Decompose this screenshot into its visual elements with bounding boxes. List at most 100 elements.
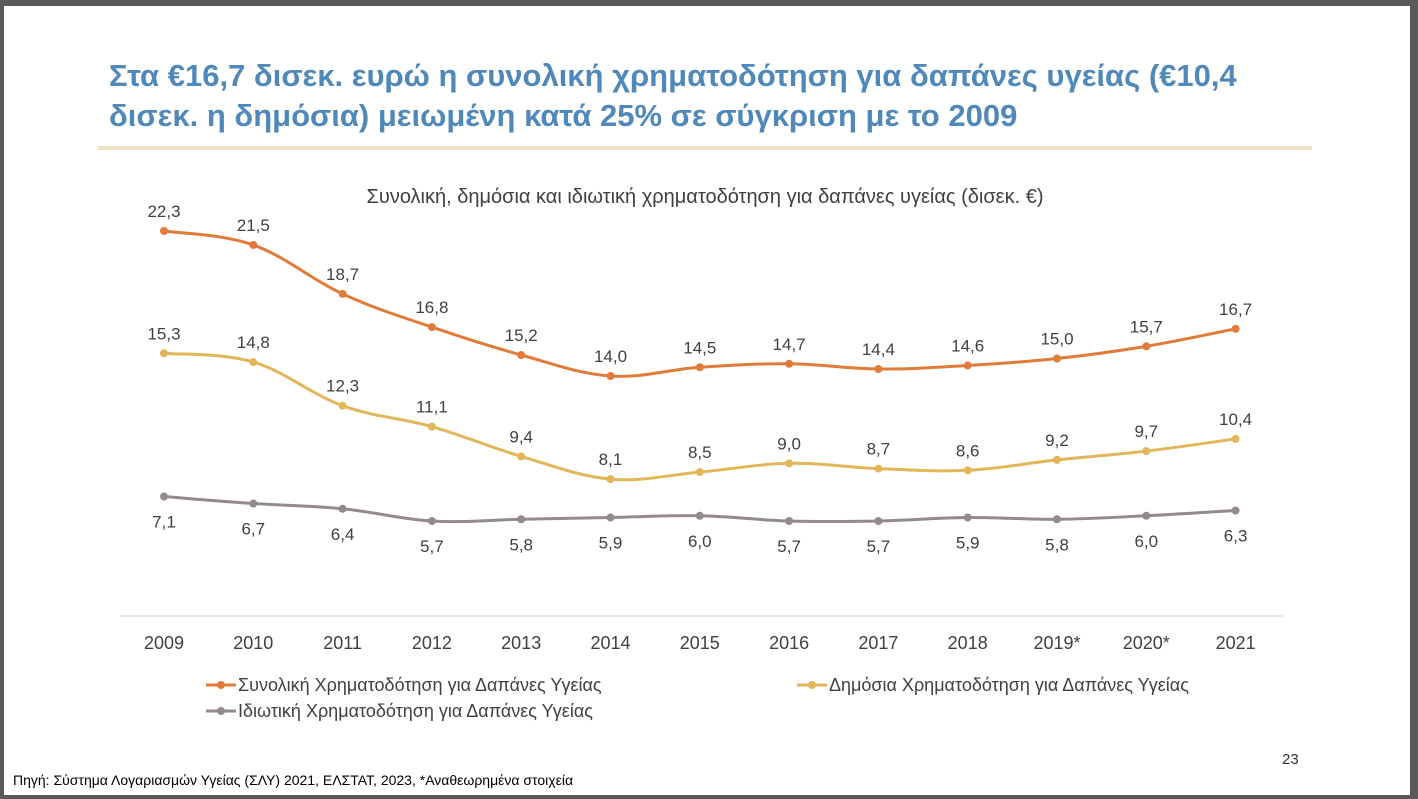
series-3: 7,1 6,7 6,4 5,7 5,8 5,9 6,0 5,7 5,7 5,9 5,8 6,0 6,3: [152, 492, 1248, 556]
series-1-point-2019: [1053, 354, 1061, 363]
series-1-point-2018: [963, 361, 972, 370]
series-1-data-label: 16,8: [415, 298, 448, 317]
series-1-data-label: 14,4: [862, 340, 895, 359]
line-chart: Συνολική, δημόσια και ιδιωτική χρηματοδό…: [120, 186, 1283, 721]
series-2-data-label: 9,4: [509, 427, 533, 446]
x-tick-label: 2015: [680, 633, 720, 653]
series-2-data-label: 10,4: [1219, 410, 1252, 429]
series-2-data-label: 14,8: [237, 333, 270, 352]
x-tick-label: 2013: [501, 633, 541, 653]
series-3-point-2020: [1142, 511, 1151, 520]
x-tick-label: 2018: [948, 633, 988, 653]
series-2-point-2020: [1142, 447, 1151, 456]
series-3-point-2010: [249, 499, 258, 508]
series-2-point-2009: [160, 349, 168, 358]
series-2-point-2010: [249, 358, 258, 367]
series-2-point-2016: [785, 459, 794, 468]
series-3-point-2012: [427, 517, 436, 525]
series-1-point-2012: [427, 323, 436, 332]
series-1-data-label: 21,5: [237, 216, 270, 235]
series-2-data-label: 9,0: [777, 434, 801, 453]
series-3-point-2015: [695, 511, 704, 520]
series-2-point-2014: [606, 475, 615, 484]
series-2-data-label: 9,2: [1045, 431, 1069, 450]
series-1-data-label: 18,7: [326, 265, 359, 284]
series-1-data-label: 14,7: [773, 335, 806, 354]
series-3-point-2019: [1053, 515, 1061, 524]
series-1-point-2016: [785, 359, 794, 368]
series-1-data-label: 15,7: [1130, 317, 1163, 336]
series-2: 15,3 14,8 12,3 11,1 9,4 8,1 8,5 9,0 8,7 8,6 9,2 9,7…: [147, 324, 1252, 484]
headline-divider: [98, 146, 1312, 150]
slide-headline: Στα €16,7 δισεκ. ευρώ η συνολική χρηματο…: [109, 58, 1237, 133]
series-1-point-2015: [695, 363, 704, 372]
series-3-point-2009: [160, 492, 168, 501]
series-3-point-2021: [1231, 506, 1240, 515]
chart-title: Συνολική, δημόσια και ιδιωτική χρηματοδό…: [367, 186, 1044, 208]
x-tick-label: 2010: [233, 633, 273, 653]
legend-item-1: Συνολική Χρηματοδότηση για Δαπάνες Υγεία…: [206, 675, 602, 695]
series-1-data-label: 15,2: [505, 326, 538, 345]
legend-swatch-marker: [808, 681, 816, 689]
x-tick-label: 2017: [858, 633, 898, 653]
legend-label: Δημόσια Χρηματοδότηση για Δαπάνες Υγείας: [829, 675, 1189, 695]
series-1-point-2013: [517, 351, 526, 360]
series-3-point-2011: [338, 504, 347, 513]
source-footnote: Πηγή: Σύστημα Λογαριασμών Υγείας (ΣΛΥ) 2…: [13, 772, 574, 788]
series-1-data-label: 16,7: [1219, 300, 1252, 319]
series-3-data-label: 6,4: [331, 525, 355, 544]
series-3-point-2018: [963, 513, 972, 522]
series-1-data-label: 14,6: [951, 337, 984, 356]
x-tick-labels: 2009 2010 2011 2012 2013 2014 2015 2016 2017 2018…: [144, 633, 1256, 653]
series-2-data-label: 12,3: [326, 377, 359, 396]
legend-label: Συνολική Χρηματοδότηση για Δαπάνες Υγεία…: [238, 675, 602, 695]
series-2-point-2013: [517, 452, 526, 461]
series-1-data-label: 14,0: [594, 347, 627, 366]
series-layer: 22,3 21,5 18,7 16,8 15,2 14,0 14,5 14,7 14,4 14,6…: [147, 202, 1252, 556]
series-2-data-label: 8,7: [867, 440, 891, 459]
legend-item-2: Δημόσια Χρηματοδότηση για Δαπάνες Υγείας: [797, 675, 1189, 695]
x-tick-label: 2009: [144, 633, 184, 653]
series-1-point-2021: [1231, 324, 1240, 333]
series-2-data-label: 8,5: [688, 443, 712, 462]
x-tick-label: 2012: [412, 633, 452, 653]
series-1-point-2020: [1142, 342, 1151, 351]
x-tick-label: 2020*: [1123, 633, 1170, 653]
series-3-data-label: 6,7: [241, 520, 265, 539]
series-3-data-label: 5,7: [420, 537, 444, 556]
series-1-point-2010: [249, 240, 258, 249]
x-tick-label: 2021: [1216, 633, 1256, 653]
legend-label: Ιδιωτική Χρηματοδότηση για Δαπάνες Υγεία…: [238, 701, 593, 721]
series-3-point-2013: [517, 515, 526, 524]
series-2-point-2019: [1053, 455, 1061, 464]
page-number: 23: [1282, 751, 1299, 768]
series-2-data-label: 8,1: [599, 450, 623, 469]
series-2-point-2017: [874, 464, 883, 473]
series-2-point-2012: [427, 422, 436, 431]
series-3-point-2017: [874, 517, 883, 525]
x-tick-label: 2016: [769, 633, 809, 653]
series-2-data-label: 15,3: [147, 324, 180, 343]
series-2-point-2011: [338, 401, 347, 410]
series-2-data-label: 8,6: [956, 441, 980, 460]
series-3-data-label: 6,3: [1224, 527, 1248, 546]
series-3-data-label: 5,8: [1045, 535, 1069, 554]
series-2-data-label: 11,1: [416, 398, 448, 417]
series-3-data-label: 5,8: [509, 535, 533, 554]
series-1-point-2014: [606, 372, 615, 380]
x-tick-label: 2011: [323, 633, 362, 653]
slide: Στα €16,7 δισεκ. ευρώ η συνολική χρηματο…: [4, 6, 1410, 795]
legend-item-3: Ιδιωτική Χρηματοδότηση για Δαπάνες Υγεία…: [206, 701, 593, 721]
series-1-data-label: 22,3: [147, 202, 180, 221]
series-3-point-2016: [785, 517, 794, 525]
x-tick-label: 2014: [590, 633, 630, 653]
series-3-point-2014: [606, 513, 615, 522]
series-1: 22,3 21,5 18,7 16,8 15,2 14,0 14,5 14,7 14,4 14,6…: [147, 202, 1252, 380]
series-3-data-label: 5,7: [777, 537, 801, 556]
series-2-point-2021: [1231, 434, 1240, 443]
series-2-point-2018: [963, 466, 972, 475]
series-3-data-label: 5,7: [867, 537, 891, 556]
series-1-point-2011: [338, 289, 347, 298]
series-1-point-2009: [160, 227, 168, 235]
series-1-data-label: 14,5: [683, 338, 716, 357]
